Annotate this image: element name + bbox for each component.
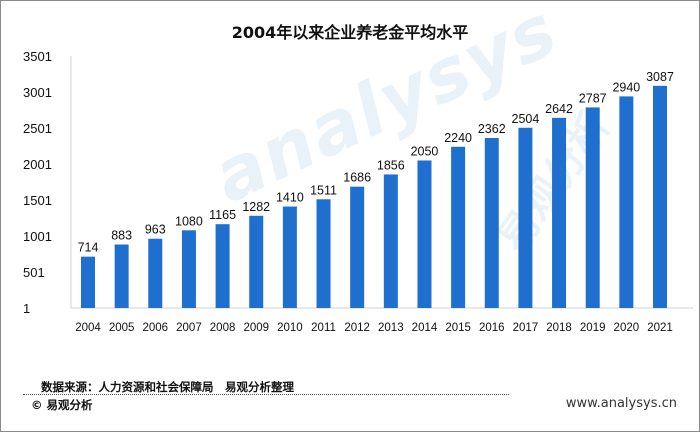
data-label: 2362	[478, 122, 506, 136]
data-label: 2642	[545, 102, 573, 116]
x-tick-label: 2012	[344, 322, 370, 334]
bar	[451, 146, 466, 308]
x-tick-label: 2017	[513, 322, 539, 334]
chart-title: 2004年以来企业养老金平均水平	[231, 23, 469, 42]
y-tick-label: 3001	[23, 85, 52, 100]
x-tick-label: 2009	[243, 322, 269, 334]
bar	[417, 160, 432, 308]
bar	[249, 215, 264, 308]
bar	[81, 256, 95, 308]
data-source: 数据来源：人力资源和社会保障局 易观分析整理	[41, 380, 294, 394]
data-label: 1410	[276, 191, 304, 205]
data-label: 1165	[209, 208, 236, 222]
x-tick-label: 2021	[647, 322, 673, 334]
x-tick-label: 2015	[445, 322, 471, 334]
bar	[350, 186, 365, 308]
bar	[653, 85, 667, 308]
bar	[114, 244, 129, 308]
x-tick-label: 2016	[479, 322, 505, 334]
data-label: 2504	[512, 112, 540, 126]
bar	[383, 174, 398, 308]
data-label: 2940	[612, 80, 640, 94]
x-tick-label: 2006	[142, 322, 168, 334]
y-tick-label: 3501	[23, 49, 52, 64]
bar	[518, 127, 533, 308]
bar	[148, 238, 163, 308]
x-tick-label: 2014	[412, 322, 438, 334]
x-tick-label: 2010	[277, 322, 303, 334]
data-label: 1686	[343, 171, 371, 185]
bar	[316, 199, 331, 308]
y-tick-label: 2001	[23, 157, 52, 172]
bar	[552, 117, 567, 309]
y-tick-label: 1501	[23, 193, 52, 208]
y-tick-label: 2501	[23, 121, 52, 136]
bar	[282, 206, 297, 308]
divider	[23, 394, 509, 395]
bar	[619, 96, 634, 308]
data-label: 883	[111, 228, 132, 242]
bar	[484, 138, 499, 308]
bar-chart: 1501100115012001250130013501714200488320…	[23, 49, 693, 334]
copyright: © 易观分析	[31, 398, 93, 412]
bar	[585, 107, 600, 309]
data-label: 2787	[579, 91, 607, 105]
data-label: 963	[145, 223, 166, 237]
x-tick-label: 2004	[75, 322, 101, 334]
data-label: 714	[78, 241, 99, 255]
bar	[181, 230, 196, 308]
data-label: 1080	[175, 214, 203, 228]
x-tick-label: 2013	[378, 322, 404, 334]
x-tick-label: 2007	[176, 322, 202, 334]
x-tick-label: 2018	[546, 322, 572, 334]
x-tick-label: 2008	[210, 322, 236, 334]
x-tick-label: 2011	[311, 322, 336, 334]
y-tick-label: 1001	[23, 229, 52, 244]
x-tick-label: 2019	[580, 322, 606, 334]
data-label: 2240	[444, 131, 472, 145]
bar	[215, 224, 230, 308]
y-tick-label: 1	[23, 301, 30, 316]
data-label: 1511	[310, 183, 337, 197]
data-label: 1856	[377, 158, 405, 172]
x-tick-label: 2020	[614, 322, 640, 334]
data-label: 3087	[646, 70, 674, 84]
data-label: 2050	[411, 144, 439, 158]
y-tick-label: 501	[23, 265, 45, 280]
x-tick-label: 2005	[109, 322, 135, 334]
website-link[interactable]: www.analysys.cn	[565, 396, 677, 411]
data-label: 1282	[242, 200, 270, 214]
